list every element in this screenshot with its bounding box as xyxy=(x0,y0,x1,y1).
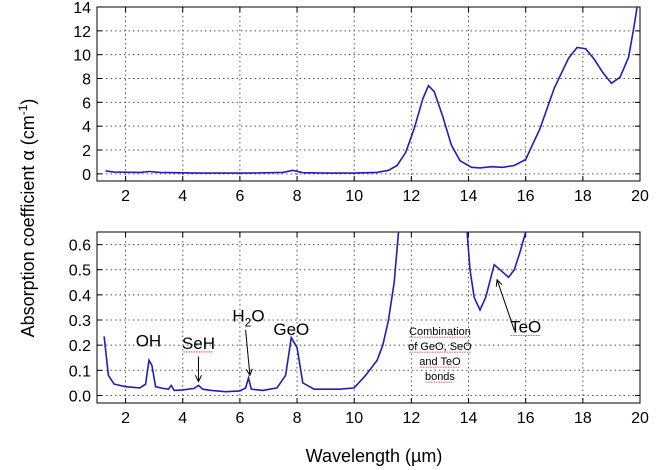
annotation-combination-line: bonds xyxy=(425,371,455,383)
top-y-tick-label: 12 xyxy=(73,24,91,41)
top-y-tick-label: 8 xyxy=(82,72,91,89)
bottom-x-tick-label: 8 xyxy=(293,410,302,427)
bottom-x-tick-label: 12 xyxy=(402,410,420,427)
top-y-tick-label: 4 xyxy=(82,119,91,136)
bottom-y-tick-label: 0.0 xyxy=(69,388,91,405)
top-x-tick-label: 12 xyxy=(402,188,420,205)
annotation-label: H2O xyxy=(232,306,264,329)
top-y-tick-label: 0 xyxy=(82,167,91,184)
top-x-tick-label: 14 xyxy=(460,188,478,205)
top-x-tick-label: 16 xyxy=(517,188,535,205)
bottom-y-tick-label: 0.3 xyxy=(69,313,91,330)
annotation-label: GeO xyxy=(273,320,309,339)
bottom-x-tick-label: 16 xyxy=(517,410,535,427)
bottom-plot-frame xyxy=(96,231,641,404)
annotation-arrow xyxy=(245,330,251,376)
top-y-tick-label: 10 xyxy=(73,48,91,65)
annotation-combination-line: Combination xyxy=(409,326,471,338)
bottom-y-tick-label: 0.2 xyxy=(69,338,91,355)
bottom-x-tick-label: 6 xyxy=(235,410,244,427)
top-y-tick-label: 6 xyxy=(82,95,91,112)
top-x-tick-label: 18 xyxy=(574,188,592,205)
top-x-tick-label: 2 xyxy=(121,188,130,205)
top-x-tick-label: 8 xyxy=(293,188,302,205)
bottom-x-tick-label: 20 xyxy=(631,410,649,427)
bottom-x-tick-label: 14 xyxy=(460,410,478,427)
annotation-arrow xyxy=(496,279,515,331)
annotation-arrowhead xyxy=(495,278,503,287)
y-axis-title: Absorption coefficient α (cm-1) xyxy=(16,99,38,338)
top-plot-frame xyxy=(96,6,641,182)
top-y-tick-label: 14 xyxy=(73,0,91,17)
bottom-x-tick-label: 10 xyxy=(345,410,363,427)
bottom-panel: 2 4 6 8 10 12 14 16 18 20 0.0 0.1 0.2 0.3 0.4 0.5 0.6 OH S… xyxy=(69,231,649,427)
annotation-combination-line: of GeO, SeO xyxy=(408,341,472,353)
annotation-label: SeH xyxy=(182,334,215,353)
bottom-series-line-1 xyxy=(466,232,527,312)
bottom-x-tick-label: 18 xyxy=(574,410,592,427)
bottom-y-tick-label: 0.1 xyxy=(69,363,91,380)
annotation-arrowhead xyxy=(245,368,253,377)
top-series-line-0 xyxy=(105,7,638,174)
bottom-y-tick-label: 0.6 xyxy=(69,238,91,255)
top-y-tick-label: 2 xyxy=(82,143,91,160)
bottom-series-line-0 xyxy=(103,232,400,393)
bottom-x-tick-label: 4 xyxy=(178,410,187,427)
x-axis-title: Wavelength (µm) xyxy=(306,446,443,466)
top-x-tick-label: 6 xyxy=(235,188,244,205)
top-x-tick-label: 10 xyxy=(345,188,363,205)
bottom-y-tick-label: 0.4 xyxy=(69,288,91,305)
bottom-x-tick-label: 2 xyxy=(121,410,130,427)
annotation-combination-line: and TeO xyxy=(419,356,461,368)
top-x-tick-label: 20 xyxy=(631,188,649,205)
annotation-label: OH xyxy=(136,331,162,350)
bottom-y-tick-label: 0.5 xyxy=(69,263,91,280)
top-x-tick-label: 4 xyxy=(178,188,187,205)
top-panel: 2 4 6 8 10 12 14 16 18 20 0 2 4 6 8 10 12 14 xyxy=(73,0,649,205)
annotation-arrowhead xyxy=(194,375,202,383)
annotation-label: TeO xyxy=(510,318,541,337)
